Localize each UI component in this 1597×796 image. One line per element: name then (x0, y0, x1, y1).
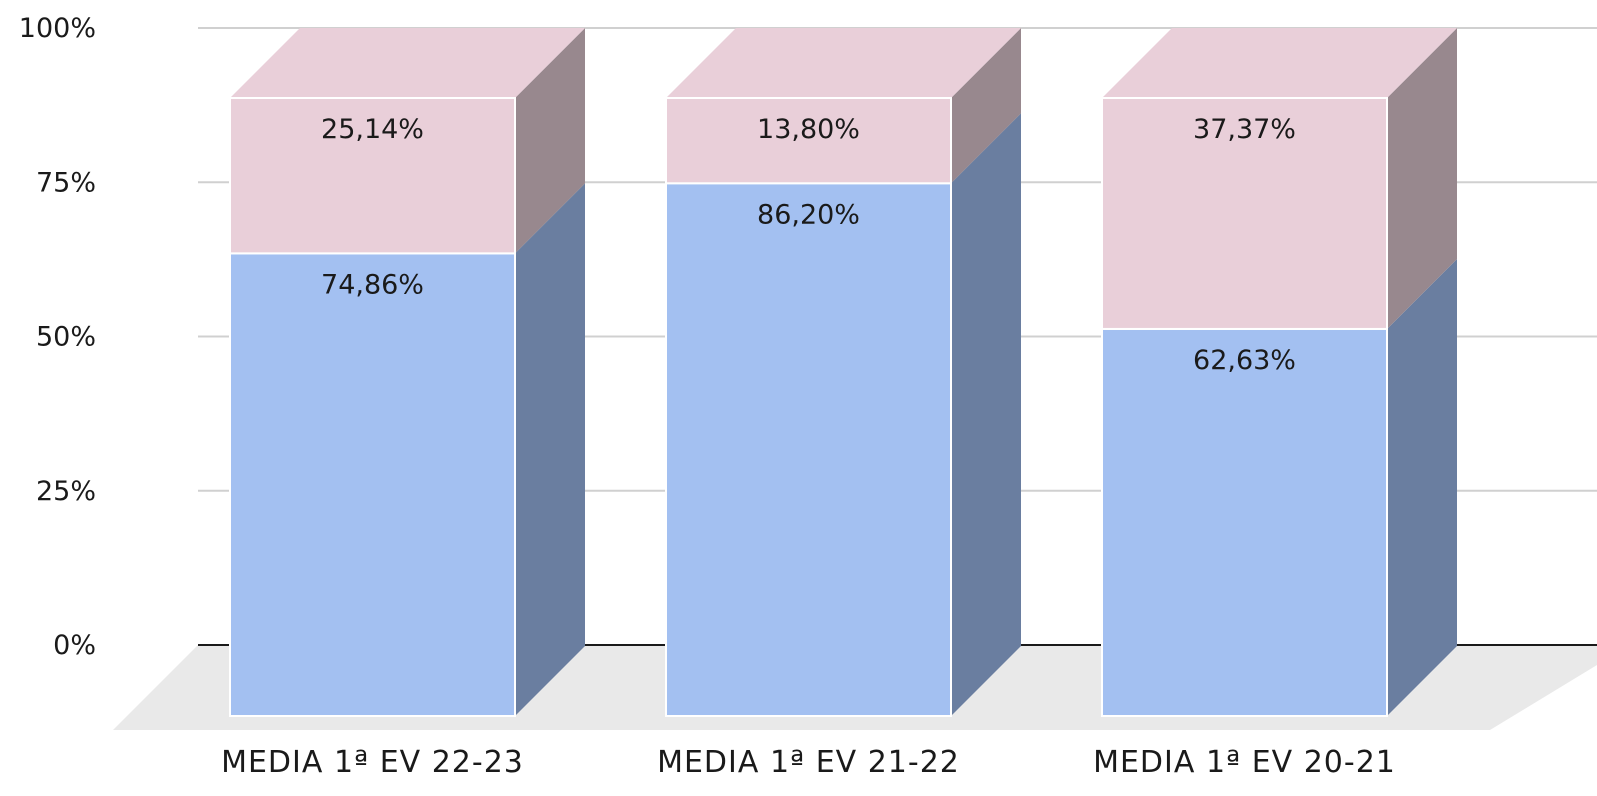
bar-segment-side (1387, 28, 1457, 329)
data-labels: 74,86% 25,14% 86,20% 13,80% 62,63% 37,37% (321, 114, 1296, 376)
bar-segment (229, 252, 516, 717)
bar-segment-side (515, 183, 585, 716)
y-axis-ticks: 0% 25% 50% 75% 100% (19, 13, 96, 661)
data-label: 74,86% (321, 269, 424, 300)
data-label: 13,80% (757, 114, 860, 145)
bar-segment-side (515, 28, 585, 254)
bar-segment (229, 97, 516, 255)
data-label: 37,37% (1193, 114, 1296, 145)
bar-stack (665, 28, 1021, 717)
bar-top-face (1102, 28, 1457, 98)
bar-stack (229, 28, 585, 717)
data-label: 25,14% (321, 114, 424, 145)
bar-segment (1101, 327, 1388, 717)
data-label: 62,63% (1193, 345, 1296, 376)
bar-segment-side (951, 113, 1021, 716)
y-tick-label: 0% (53, 630, 96, 661)
y-tick-label: 100% (19, 13, 96, 44)
x-tick-label: MEDIA 1ª EV 20-21 (1093, 745, 1396, 780)
x-axis-ticks: MEDIA 1ª EV 22-23 MEDIA 1ª EV 21-22 MEDIA … (221, 745, 1396, 780)
data-label: 86,20% (757, 199, 860, 230)
y-tick-label: 25% (36, 476, 96, 507)
bars (229, 28, 1457, 717)
x-tick-label: MEDIA 1ª EV 22-23 (221, 745, 524, 780)
bar-segment-side (1387, 258, 1457, 716)
bar-segment (665, 182, 952, 717)
bar-segment-side (951, 28, 1021, 184)
bar-top-face (666, 28, 1021, 98)
y-tick-label: 50% (36, 322, 96, 353)
bar-stack (1101, 28, 1457, 717)
x-tick-label: MEDIA 1ª EV 21-22 (657, 745, 960, 780)
bar-segment (1101, 97, 1388, 330)
bar-top-face (230, 28, 585, 98)
bar-segment (665, 97, 952, 185)
y-tick-label: 75% (36, 167, 96, 198)
